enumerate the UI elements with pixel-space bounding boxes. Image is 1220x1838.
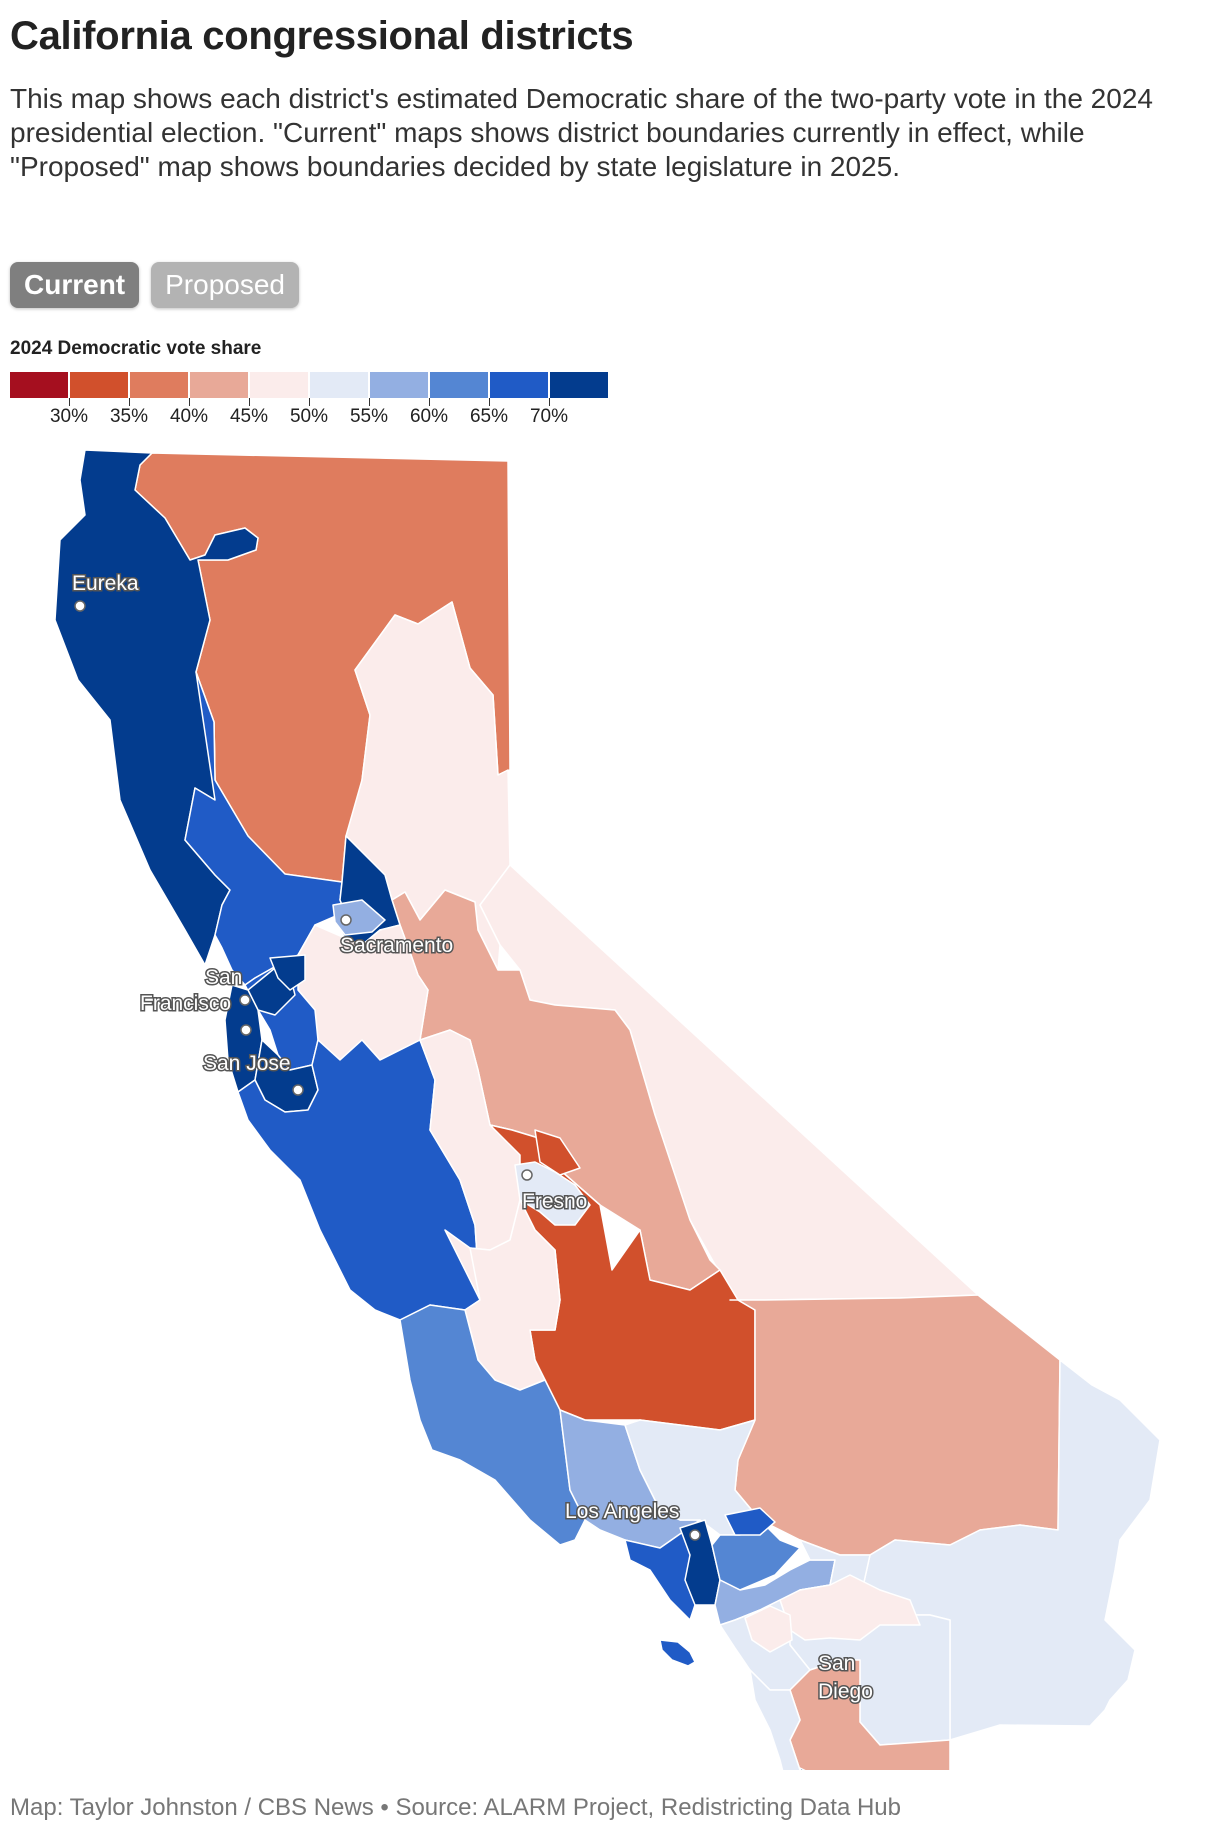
legend-swatch [250,372,308,398]
legend-swatch [70,372,128,398]
legend-tick-label: 40% [169,406,209,427]
district-map[interactable]: Eureka Sacramento San Francisco San Jose… [0,430,1220,1770]
map-version-toggle: Current Proposed [10,262,299,308]
district-san-diego-north[interactable] [749,1669,815,1770]
district-fresno-city[interactable] [514,1161,591,1226]
district-pasadena[interactable] [724,1507,776,1536]
legend-ticks: 30% 35% 40% 45% 50% 55% 60% 65% 70% [10,398,610,432]
los-angeles-label: Los Angeles [565,1500,679,1523]
legend-swatch [10,372,68,398]
legend-swatch [490,372,548,398]
san-jose-marker [292,1084,304,1096]
fresno-marker [521,1169,533,1181]
legend-tick-label: 50% [289,406,329,427]
district-richmond[interactable] [269,954,306,991]
san-francisco-marker [239,994,251,1006]
legend-swatch [310,372,368,398]
district-sacramento-north[interactable] [332,899,386,936]
san-francisco-label-line2: Francisco [140,992,231,1015]
district-mojave[interactable] [729,1294,1061,1556]
district-anaheim[interactable] [744,1605,793,1653]
district-san-diego-central[interactable] [799,1767,838,1770]
legend-tick-label: 45% [229,406,269,427]
legend-swatch [370,372,428,398]
map-credit: Map: Taylor Johnston / CBS News • Source… [10,1794,901,1821]
legend-swatch [550,372,608,398]
legend-tick-label: 65% [469,406,509,427]
eureka-marker [74,600,86,612]
page-title: California congressional districts [10,14,634,58]
los-angeles-marker [689,1529,701,1541]
legend-tick-label: 35% [109,406,149,427]
legend-swatch [190,372,248,398]
proposed-map-button[interactable]: Proposed [151,262,299,308]
fresno-label: Fresno [522,1190,587,1213]
sacramento-label: Sacramento [340,934,453,957]
legend-tick-label: 55% [349,406,389,427]
san-diego-label-line2: Diego [818,1680,873,1703]
district-channel-island[interactable] [659,1639,696,1667]
legend-swatch [430,372,488,398]
district-imperial[interactable] [859,1359,1161,1741]
legend-tick-label: 70% [529,406,569,427]
sacramento-marker [340,914,352,926]
san-jose-label: San Jose [203,1052,291,1075]
legend-tick-label: 30% [49,406,89,427]
legend-title: 2024 Democratic vote share [10,338,262,359]
san-francisco-label-line1: San [205,966,242,989]
oakland-marker [240,1024,252,1036]
current-map-button[interactable]: Current [10,262,140,308]
district-riverside[interactable] [779,1574,921,1641]
eureka-label: Eureka [72,572,139,595]
san-diego-label-line1: San [818,1652,855,1675]
district-fresno-central[interactable] [534,1129,581,1176]
legend-color-bar [10,372,610,398]
legend-tick-label: 60% [409,406,449,427]
legend-swatch [130,372,188,398]
map-description: This map shows each district's estimated… [10,83,1153,182]
